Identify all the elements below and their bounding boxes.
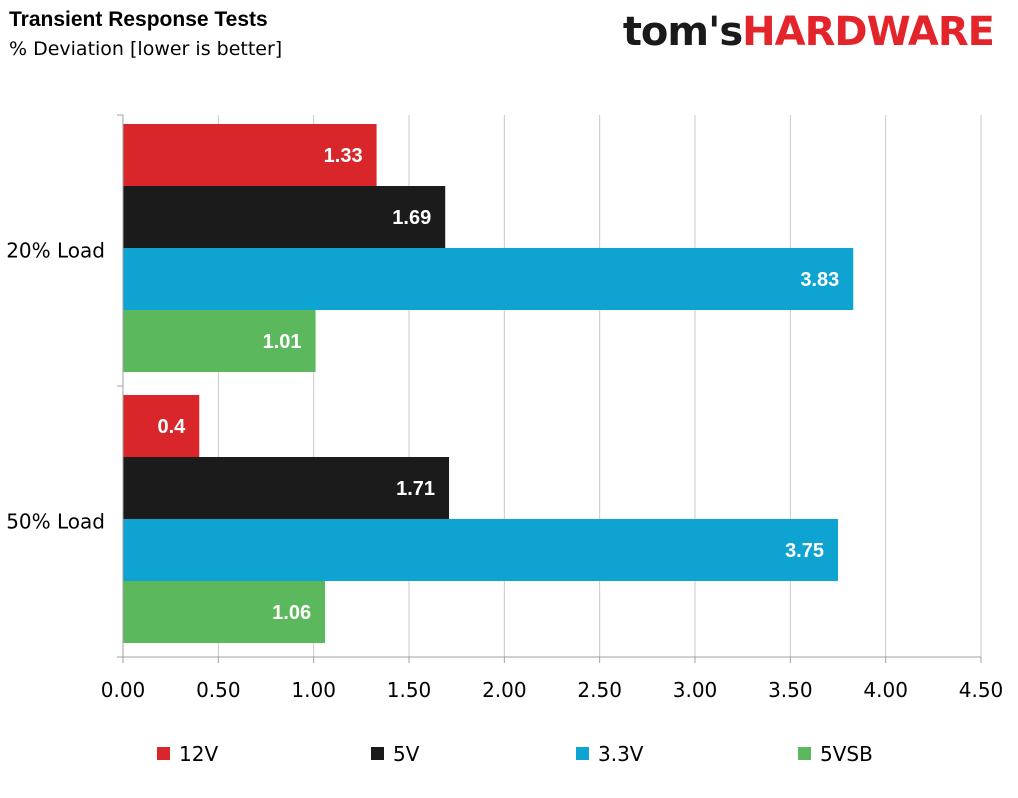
x-tick-label: 4.00 xyxy=(863,678,908,702)
data-label: 1.71 xyxy=(396,478,435,500)
x-tick-label: 1.00 xyxy=(291,678,336,702)
bar-12v-1 xyxy=(123,395,200,457)
legend-label: 12V xyxy=(179,742,218,766)
category-label: 50% Load xyxy=(6,510,105,534)
chart-title: Transient Response Tests xyxy=(9,8,268,31)
data-label: 3.83 xyxy=(800,269,839,291)
data-label: 0.4 xyxy=(157,416,186,438)
x-tick-label: 2.00 xyxy=(482,678,527,702)
logo-text-toms: tom's xyxy=(622,9,743,55)
legend-label: 5V xyxy=(393,742,420,766)
bar-33v-1 xyxy=(123,519,838,581)
bar-5v-0 xyxy=(123,186,446,248)
bar-5vsb-1 xyxy=(123,581,326,643)
legend-swatch-5vsb xyxy=(798,747,811,760)
data-label: 3.75 xyxy=(785,540,824,562)
logo-text-hardware: HARDWARE xyxy=(742,9,995,55)
toms-hardware-logo: tom'sHARDWARE xyxy=(622,8,995,56)
bar-33v-0 xyxy=(123,248,854,310)
category-label: 20% Load xyxy=(6,239,105,263)
chart-subtitle: % Deviation [lower is better] xyxy=(9,38,283,60)
data-label: 1.69 xyxy=(392,207,431,229)
bar-5v-1 xyxy=(123,457,450,519)
x-tick-label: 2.50 xyxy=(577,678,622,702)
legend-label: 5VSB xyxy=(820,742,873,766)
legend-swatch-12v xyxy=(157,747,170,760)
bar-12v-0 xyxy=(123,124,377,186)
x-tick-label: 4.50 xyxy=(959,678,1004,702)
x-tick-label: 0.50 xyxy=(196,678,241,702)
legend-swatch-33v xyxy=(576,747,589,760)
x-tick-label: 1.50 xyxy=(387,678,432,702)
bar-5vsb-0 xyxy=(123,310,316,372)
data-label: 1.06 xyxy=(272,602,311,624)
x-tick-label: 3.50 xyxy=(768,678,813,702)
legend-swatch-5v xyxy=(371,747,384,760)
data-label: 1.33 xyxy=(324,145,363,167)
x-tick-label: 0.00 xyxy=(101,678,146,702)
data-label: 1.01 xyxy=(263,331,302,353)
legend-label: 3.3V xyxy=(598,742,644,766)
x-tick-label: 3.00 xyxy=(673,678,718,702)
